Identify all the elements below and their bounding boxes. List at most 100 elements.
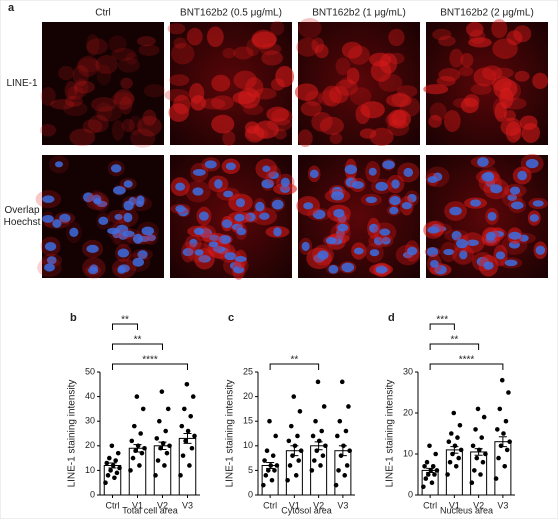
data-point <box>295 433 300 439</box>
cell <box>322 85 342 107</box>
nucleus <box>382 160 395 170</box>
data-point <box>187 463 192 468</box>
significance-bracket <box>269 363 320 370</box>
significance-label: ** <box>121 315 129 326</box>
cell <box>473 67 497 87</box>
cell <box>169 74 190 87</box>
cell <box>259 43 282 56</box>
cell <box>73 78 89 98</box>
nucleus <box>198 255 211 263</box>
cell <box>233 70 257 90</box>
data-point <box>291 394 297 399</box>
y-tick-label: 10 <box>243 440 253 450</box>
data-point <box>165 406 171 412</box>
y-tick-label: 25 <box>243 366 253 376</box>
y-axis-label: LINE-1 staining intensity <box>225 380 236 488</box>
data-point <box>452 443 458 449</box>
data-point <box>496 455 501 461</box>
data-point <box>428 468 434 473</box>
data-point <box>155 458 161 463</box>
cell <box>77 58 101 73</box>
cell <box>346 67 360 85</box>
data-point <box>285 477 290 483</box>
nucleus <box>273 227 282 237</box>
nucleus <box>44 242 57 251</box>
y-tick-label: 15 <box>243 416 253 426</box>
nucleus <box>303 202 314 210</box>
x-tick-label: V3 <box>337 500 348 510</box>
bar <box>334 450 352 496</box>
data-point <box>323 443 328 449</box>
data-point <box>104 460 110 466</box>
x-tick-label: V2 <box>473 500 484 510</box>
cell <box>222 47 236 59</box>
y-tick-label: 10 <box>403 448 413 458</box>
cell <box>470 83 492 95</box>
cell <box>328 85 349 104</box>
cell <box>96 105 122 122</box>
x-axis-label: Total cell area <box>122 505 178 515</box>
cell <box>232 91 256 105</box>
nucleus <box>271 199 284 210</box>
cell <box>464 94 480 108</box>
nucleus <box>224 252 237 261</box>
nucleus <box>466 239 479 247</box>
nucleus <box>337 223 349 232</box>
cell <box>423 84 449 95</box>
nucleus <box>182 248 194 257</box>
data-point <box>274 463 280 468</box>
data-point <box>474 455 480 461</box>
cell <box>275 65 295 88</box>
cell <box>136 36 156 47</box>
data-point <box>425 472 431 477</box>
nucleus <box>510 201 524 210</box>
cell <box>67 86 85 101</box>
nucleus <box>301 241 310 251</box>
y-tick-label: 10 <box>85 465 95 475</box>
nucleus <box>255 201 265 212</box>
cell <box>206 26 224 48</box>
cell <box>493 78 518 100</box>
nucleus <box>123 180 133 188</box>
nucleus <box>333 208 345 218</box>
cell <box>360 101 385 119</box>
cell <box>297 129 313 148</box>
data-point <box>268 463 274 468</box>
nucleus <box>328 264 339 274</box>
nucleus <box>391 179 400 189</box>
nucleus <box>317 250 329 260</box>
cell <box>137 115 162 137</box>
nucleus <box>430 260 439 268</box>
data-point <box>103 480 108 486</box>
cell <box>120 77 133 89</box>
cell <box>143 84 166 98</box>
column-header: BNT162b2 (2 μg/mL) <box>440 8 534 19</box>
cell <box>77 55 99 77</box>
data-point <box>458 447 464 453</box>
cell <box>111 119 125 141</box>
significance-label: **** <box>142 355 158 366</box>
data-point <box>424 459 430 465</box>
nucleus <box>209 234 220 241</box>
cell <box>438 35 456 47</box>
cell <box>86 34 100 57</box>
nucleus <box>353 247 364 255</box>
y-tick-label: 30 <box>403 366 413 376</box>
cell <box>69 128 96 147</box>
panel-label: a <box>8 2 15 14</box>
data-point <box>453 464 459 469</box>
cell <box>252 31 277 48</box>
data-point <box>432 472 437 477</box>
cell <box>72 64 89 87</box>
nucleus <box>309 169 319 179</box>
nucleus <box>490 184 503 194</box>
nucleus <box>535 245 546 255</box>
significance-bracket <box>429 363 504 370</box>
nucleus <box>123 200 134 211</box>
data-point <box>162 463 167 468</box>
cell <box>138 44 160 56</box>
cell <box>117 57 140 73</box>
data-point <box>346 404 351 409</box>
cell <box>108 35 127 53</box>
nucleus <box>344 164 358 175</box>
